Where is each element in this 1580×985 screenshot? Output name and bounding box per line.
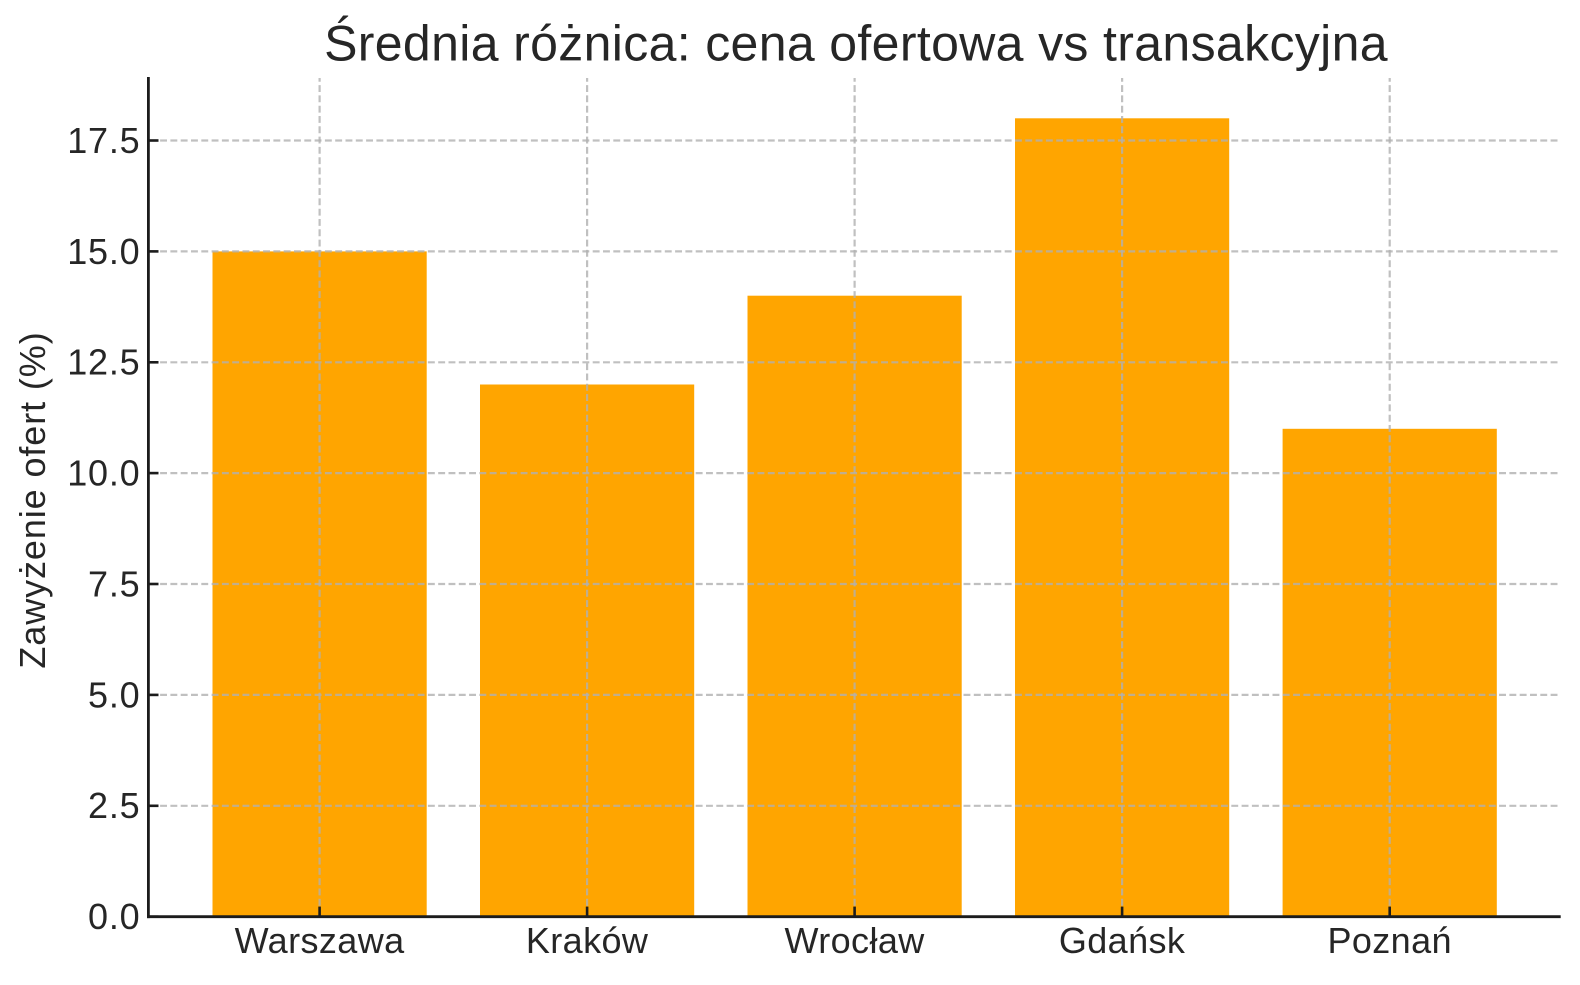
svg-text:0.0: 0.0	[88, 896, 140, 937]
svg-text:17.5: 17.5	[67, 120, 140, 161]
svg-text:Zawyżenie ofert (%): Zawyżenie ofert (%)	[12, 331, 53, 668]
svg-text:Kraków: Kraków	[526, 920, 649, 961]
svg-text:7.5: 7.5	[88, 563, 140, 604]
svg-text:Poznań: Poznań	[1327, 920, 1452, 961]
svg-text:Gdańsk: Gdańsk	[1059, 920, 1186, 961]
svg-text:5.0: 5.0	[88, 674, 140, 715]
svg-text:10.0: 10.0	[67, 453, 140, 494]
svg-text:15.0: 15.0	[67, 231, 140, 272]
svg-text:2.5: 2.5	[88, 785, 140, 826]
svg-text:Średnia różnica: cena ofertowa: Średnia różnica: cena ofertowa vs transa…	[324, 15, 1388, 72]
svg-text:Warszawa: Warszawa	[235, 920, 405, 961]
svg-text:12.5: 12.5	[67, 342, 140, 383]
svg-text:Wrocław: Wrocław	[785, 920, 926, 961]
